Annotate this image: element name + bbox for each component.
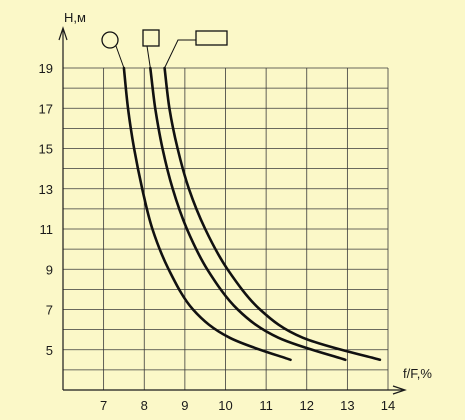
x-axis-arrow [392,385,407,395]
axes [58,26,407,395]
y-axis-arrow [58,26,68,41]
series-line-square [149,66,347,362]
series-line-circle [122,66,292,362]
tick-labels: 5 7 9 11 13 15 17 19 7 8 9 10 11 12 13 14 [39,61,396,413]
y-tick-label: 9 [46,262,53,277]
x-tick-label: 10 [218,398,232,413]
y-tick-label: 7 [46,303,53,318]
x-tick-label: 8 [141,398,148,413]
legend-symbols [101,29,228,69]
legend-leader-line [146,45,151,69]
x-axis-title: f/F,% [403,366,432,381]
legend-leader-line [164,39,196,69]
x-tick-label: 14 [381,398,395,413]
series-line-rectangle [163,66,382,362]
y-tick-label: 11 [40,222,54,237]
legend-circle-symbol [101,31,119,49]
legend-rectangle-symbol [195,30,228,46]
series-lines [122,66,382,362]
x-tick-label: 11 [259,398,273,413]
x-tick-label: 12 [300,398,314,413]
legend-square-symbol [142,29,160,47]
y-tick-label: 15 [39,142,53,157]
y-tick-label: 19 [39,61,53,76]
x-tick-label: 7 [100,398,107,413]
grid [63,67,389,390]
y-tick-label: 13 [39,182,53,197]
x-tick-label: 9 [181,398,188,413]
y-tick-label: 17 [39,101,53,116]
legend-leader-line [115,45,125,69]
y-tick-label: 5 [46,343,53,358]
x-tick-label: 13 [340,398,354,413]
y-axis-title: H,м [64,10,86,25]
